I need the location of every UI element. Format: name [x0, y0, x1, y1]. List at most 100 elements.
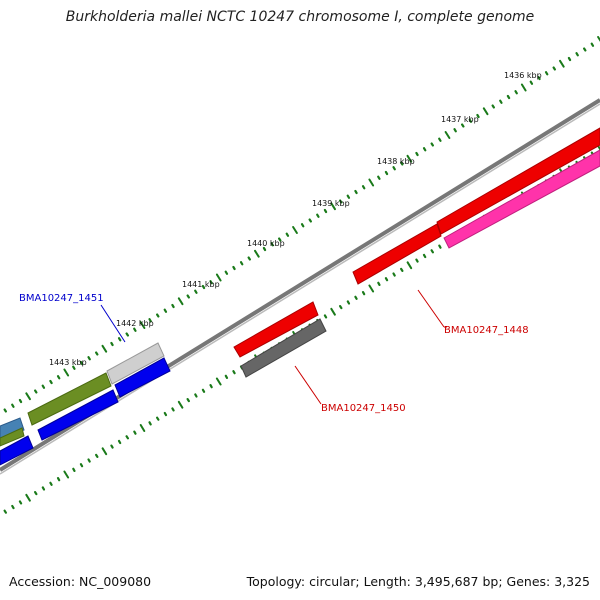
tick-mark — [461, 123, 465, 128]
tick-mark — [125, 435, 130, 440]
cds-feature-red[interactable] — [436, 127, 600, 235]
tick-mark — [87, 356, 91, 361]
tick-mark — [11, 504, 15, 510]
tick-mark — [354, 189, 358, 195]
tick-mark — [33, 491, 38, 496]
accession-text: Accession: NC_009080 — [9, 574, 152, 589]
cds-feature-olive[interactable] — [0, 427, 25, 447]
tick-mark — [224, 270, 229, 275]
tick-mark — [368, 178, 375, 187]
tick-mark — [368, 284, 375, 293]
tick-mark — [186, 398, 190, 403]
tick-mark — [354, 295, 358, 300]
tick-mark — [18, 398, 23, 404]
tick-mark — [544, 71, 549, 76]
callout-line — [417, 289, 445, 328]
tick-mark — [177, 297, 184, 306]
tick-mark — [110, 341, 114, 347]
tick-mark — [247, 256, 251, 261]
tick-mark — [41, 486, 46, 491]
tick-mark — [148, 421, 152, 426]
cds-feature-blue[interactable] — [37, 389, 119, 441]
tick-mark — [139, 321, 146, 329]
tick-mark — [308, 218, 312, 223]
tick-mark — [156, 416, 160, 421]
cds-feature-darkgray[interactable] — [240, 318, 327, 378]
tick-mark — [406, 261, 413, 270]
tick-mark — [330, 307, 336, 316]
tick-mark — [567, 56, 572, 62]
tick-mark — [323, 208, 328, 214]
forward-strand-features — [0, 127, 600, 447]
cds-feature-blue[interactable] — [114, 357, 171, 398]
tick-mark — [330, 202, 336, 211]
scale-label: 1439 kbp — [312, 199, 350, 208]
gene-label-text[interactable]: BMA10247_1451 — [19, 293, 104, 304]
tick-mark — [339, 305, 343, 310]
tick-mark — [117, 337, 122, 342]
tick-mark — [323, 314, 328, 319]
cds-feature-red[interactable] — [352, 223, 442, 285]
tick-mark — [590, 42, 595, 47]
tick-mark — [339, 199, 343, 204]
tick-mark — [148, 318, 152, 323]
cds-feature-magenta[interactable] — [443, 149, 600, 249]
cds-feature-red[interactable] — [233, 301, 319, 358]
cds-feature-olive[interactable] — [27, 372, 112, 426]
cds-feature-blue[interactable] — [0, 435, 34, 466]
tick-mark — [139, 424, 146, 432]
tick-mark — [285, 232, 290, 237]
tick-mark — [377, 175, 381, 180]
tick-mark — [346, 194, 351, 199]
tick-mark — [49, 379, 53, 385]
tick-mark — [201, 284, 206, 290]
gene-label-1451[interactable]: BMA10247_1451 — [19, 293, 126, 343]
tick-mark — [72, 467, 76, 472]
tick-mark — [254, 249, 260, 258]
tick-mark — [232, 265, 236, 271]
tick-mark — [430, 142, 434, 147]
gene-label-text[interactable]: BMA10247_1450 — [321, 403, 406, 414]
tick-mark — [552, 66, 557, 71]
tick-mark — [79, 463, 84, 468]
tick-mark — [506, 94, 511, 100]
tick-mark — [400, 161, 404, 166]
tick-mark — [163, 411, 168, 417]
tick-mark — [422, 147, 427, 152]
tick-mark — [209, 384, 213, 389]
tick-mark — [406, 154, 413, 163]
tick-mark — [25, 493, 31, 502]
tick-mark — [215, 273, 222, 282]
outer-tick-dots — [3, 36, 600, 413]
tick-mark — [278, 237, 282, 242]
tick-mark — [482, 107, 489, 116]
gene-label-text[interactable]: BMA10247_1448 — [444, 325, 529, 336]
genome-summary-text: Topology: circular; Length: 3,495,687 bp… — [246, 574, 590, 589]
tick-mark — [384, 170, 389, 176]
scale-label: 1442 kbp — [116, 319, 154, 328]
cds-feature-lightgray[interactable] — [106, 342, 165, 385]
tick-mark — [438, 244, 442, 249]
tick-mark — [215, 377, 222, 386]
scale-label: 1443 kbp — [49, 358, 87, 367]
tick-mark — [63, 368, 70, 377]
tick-mark — [316, 213, 320, 218]
gene-label-1450[interactable]: BMA10247_1450 — [294, 365, 406, 414]
reverse-strand-features — [0, 149, 600, 466]
gene-label-1448[interactable]: BMA10247_1448 — [417, 289, 529, 336]
scale-label: 1436 kbp — [504, 71, 542, 80]
tick-mark — [171, 303, 175, 309]
tick-mark — [63, 470, 70, 479]
tick-mark — [201, 388, 206, 393]
tick-mark — [87, 458, 91, 463]
tick-mark — [94, 351, 99, 356]
backbone-line-shadow — [0, 103, 600, 475]
map-title: Burkholderia mallei NCTC 10247 chromosom… — [65, 9, 535, 25]
tick-mark — [171, 407, 175, 412]
tick-mark — [361, 291, 366, 296]
cds-feature-steelblue[interactable] — [0, 417, 25, 441]
tick-mark — [101, 344, 108, 353]
tick-mark — [422, 253, 427, 259]
tick-mark — [415, 151, 419, 157]
